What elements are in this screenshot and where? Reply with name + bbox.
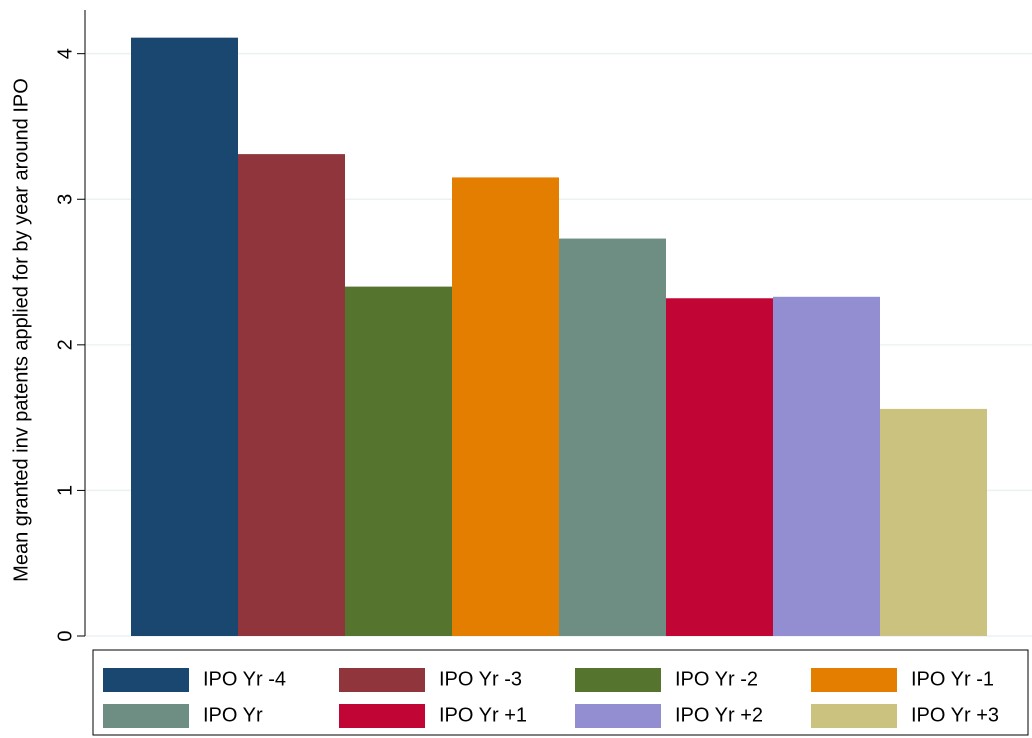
bar: [345, 286, 452, 636]
y-tick-label: 2: [54, 339, 76, 350]
legend-swatch: [811, 668, 897, 692]
legend-swatch: [103, 704, 189, 728]
legend-label: IPO Yr -3: [439, 668, 522, 690]
bar: [880, 408, 987, 636]
legend-label: IPO Yr -2: [675, 668, 758, 690]
y-tick-label: 4: [54, 48, 76, 59]
legend-swatch: [103, 668, 189, 692]
y-tick-label: 3: [54, 194, 76, 205]
bar: [559, 238, 666, 636]
legend-label: IPO Yr +3: [911, 704, 999, 726]
bar: [773, 296, 880, 636]
legend-label: IPO Yr: [203, 704, 263, 726]
bar: [131, 37, 238, 637]
y-tick-label: 0: [54, 630, 76, 641]
legend-swatch: [575, 668, 661, 692]
legend-swatch: [339, 704, 425, 728]
y-axis-label: Mean granted inv patents applied for by …: [10, 78, 32, 582]
legend-swatch: [339, 668, 425, 692]
legend-label: IPO Yr -4: [203, 668, 286, 690]
bar: [238, 154, 345, 636]
legend-label: IPO Yr +2: [675, 704, 763, 726]
legend-swatch: [811, 704, 897, 728]
legend-label: IPO Yr -1: [911, 668, 994, 690]
legend-swatch: [575, 704, 661, 728]
bar: [666, 298, 773, 636]
bar: [452, 177, 559, 636]
legend-label: IPO Yr +1: [439, 704, 527, 726]
y-tick-label: 1: [54, 485, 76, 496]
